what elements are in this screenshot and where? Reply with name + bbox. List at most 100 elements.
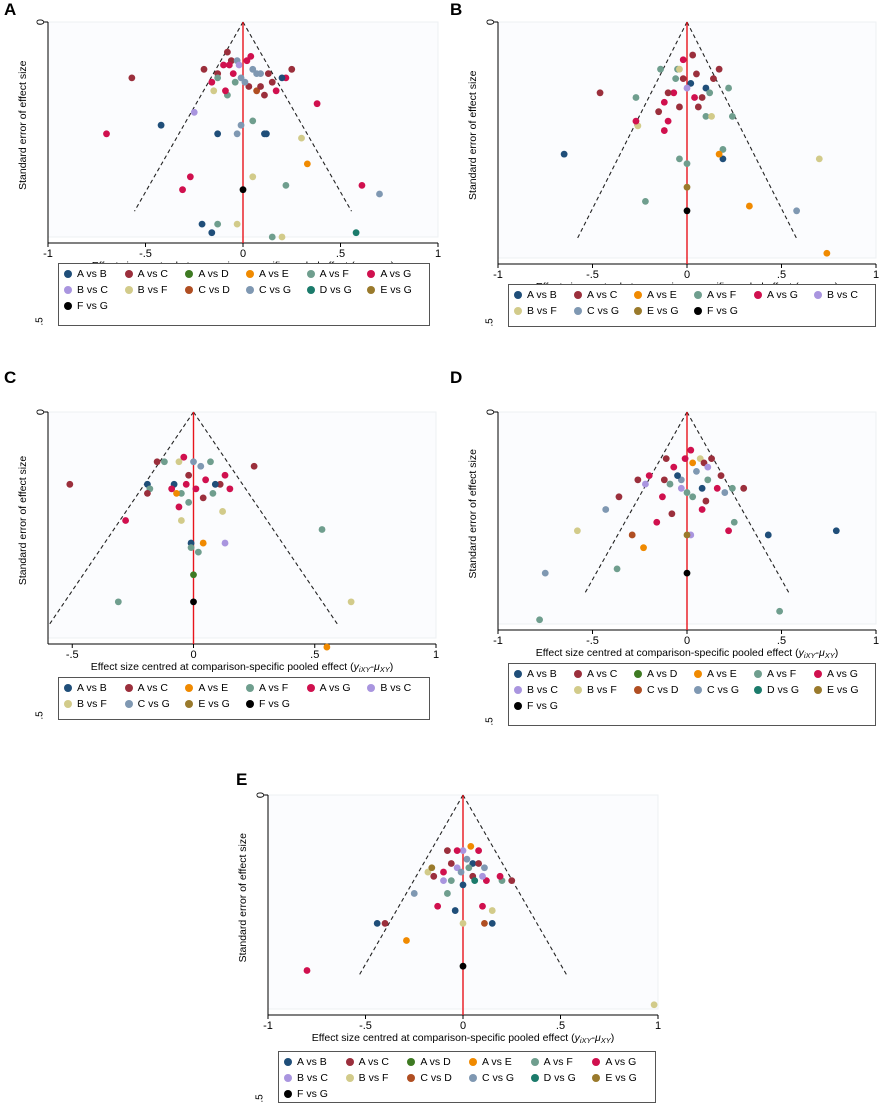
legend-label: C vs D (420, 1072, 452, 1084)
data-point (670, 463, 678, 471)
legend-marker (814, 686, 822, 694)
x-axis-label: Effect size centred at comparison-specif… (536, 647, 839, 660)
legend-item: A vs E (634, 289, 677, 301)
data-point (185, 471, 193, 479)
data-point (231, 78, 239, 86)
legend-marker (469, 1058, 477, 1066)
data-point (642, 197, 649, 205)
data-point (278, 74, 286, 82)
legend-item: D vs G (530, 1072, 576, 1084)
legend-label: F vs G (259, 698, 290, 710)
legend-label: F vs G (77, 300, 108, 312)
legend-item: A vs D (185, 268, 229, 280)
data-point (168, 485, 176, 493)
data-point (659, 493, 666, 501)
data-point (261, 130, 268, 138)
legend-label: A vs C (137, 682, 168, 694)
data-point (444, 847, 451, 855)
legend-label: E vs G (647, 305, 679, 317)
legend-marker (124, 270, 133, 278)
data-point (239, 186, 247, 194)
funnel-plot: 0 Standard error of effect size -.5 0 .5 1 Eff… (17, 409, 439, 674)
legend-item: C vs D (407, 1072, 452, 1084)
data-point (740, 484, 748, 492)
data-point (694, 103, 702, 111)
y-axis-label: Standard error of effect size (17, 60, 29, 190)
data-point (676, 155, 683, 163)
x-tick-label: -.5 (586, 635, 599, 647)
legend-label: C vs G (482, 1072, 515, 1084)
legend-label: A vs B (77, 682, 107, 694)
legend-label: D vs G (319, 284, 352, 296)
legend-item: C vs G (574, 305, 619, 317)
legend-marker (246, 684, 254, 692)
data-point (122, 517, 129, 524)
data-point (664, 89, 672, 97)
data-point (713, 484, 721, 492)
legend-item: C vs G (469, 1072, 514, 1084)
data-point (180, 453, 188, 461)
data-point (660, 127, 668, 134)
data-point (175, 458, 183, 466)
data-point (467, 842, 475, 850)
data-point (693, 70, 700, 78)
data-point (536, 616, 543, 624)
legend-item: A vs E (694, 668, 737, 680)
data-point (815, 155, 823, 163)
data-point (721, 489, 729, 496)
legend-label: A vs B (527, 289, 557, 301)
legend-marker (64, 684, 72, 692)
data-point (676, 65, 683, 73)
legend-label: B vs C (297, 1072, 328, 1084)
legend-label: A vs E (647, 289, 677, 301)
data-point (702, 113, 710, 120)
legend-item: B vs F (574, 684, 617, 696)
data-point (632, 117, 640, 125)
data-point (288, 65, 296, 73)
legend-label: A vs C (587, 289, 618, 301)
data-point (200, 65, 208, 73)
legend-label: A vs G (827, 668, 858, 680)
data-point (488, 920, 496, 927)
data-point (683, 84, 691, 92)
legend-item: A vs D (634, 668, 677, 680)
legend-item: B vs C (64, 284, 108, 296)
data-point (241, 78, 249, 86)
legend-marker (185, 270, 194, 278)
data-point (182, 480, 190, 488)
y-axis-stub-label: .5 (254, 1094, 266, 1103)
data-point (698, 506, 706, 513)
legend-label: A vs E (482, 1056, 512, 1068)
legend-marker (64, 286, 72, 294)
x-tick-label: 0 (240, 248, 246, 260)
data-point (430, 872, 438, 880)
data-point (245, 83, 253, 90)
data-point (257, 83, 264, 90)
data-point (451, 907, 459, 914)
legend-item: A vs G (814, 668, 858, 680)
legend-item: C vs G (694, 684, 739, 696)
data-point (211, 480, 219, 488)
data-point (323, 643, 331, 651)
legend-label: B vs F (137, 284, 168, 296)
x-tick-label: -1 (493, 635, 503, 647)
funnel-plot: 0 Standard error of effect size -1 -.5 0 .5 1 E… (237, 792, 661, 1045)
legend-label: B vs F (587, 684, 617, 696)
legend-label: C vs D (647, 684, 679, 696)
funnel-left-line (576, 21, 688, 240)
data-point (689, 459, 697, 467)
data-point (237, 121, 245, 129)
legend-marker (246, 700, 254, 708)
legend: A vs B A vs C A vs D A vs E A vs F A vs G B vs… (58, 263, 430, 326)
data-point (177, 517, 185, 524)
data-point (702, 497, 710, 505)
x-tick-label: .5 (556, 1020, 565, 1032)
data-point (253, 87, 261, 95)
data-point (221, 471, 229, 479)
legend-marker (754, 291, 762, 299)
x-axis-label: Effect size centred at comparison-specif… (312, 1032, 615, 1045)
data-point (381, 920, 389, 927)
data-point (668, 510, 676, 518)
legend-label: A vs G (605, 1056, 637, 1068)
legend-item: A vs E (469, 1056, 512, 1068)
